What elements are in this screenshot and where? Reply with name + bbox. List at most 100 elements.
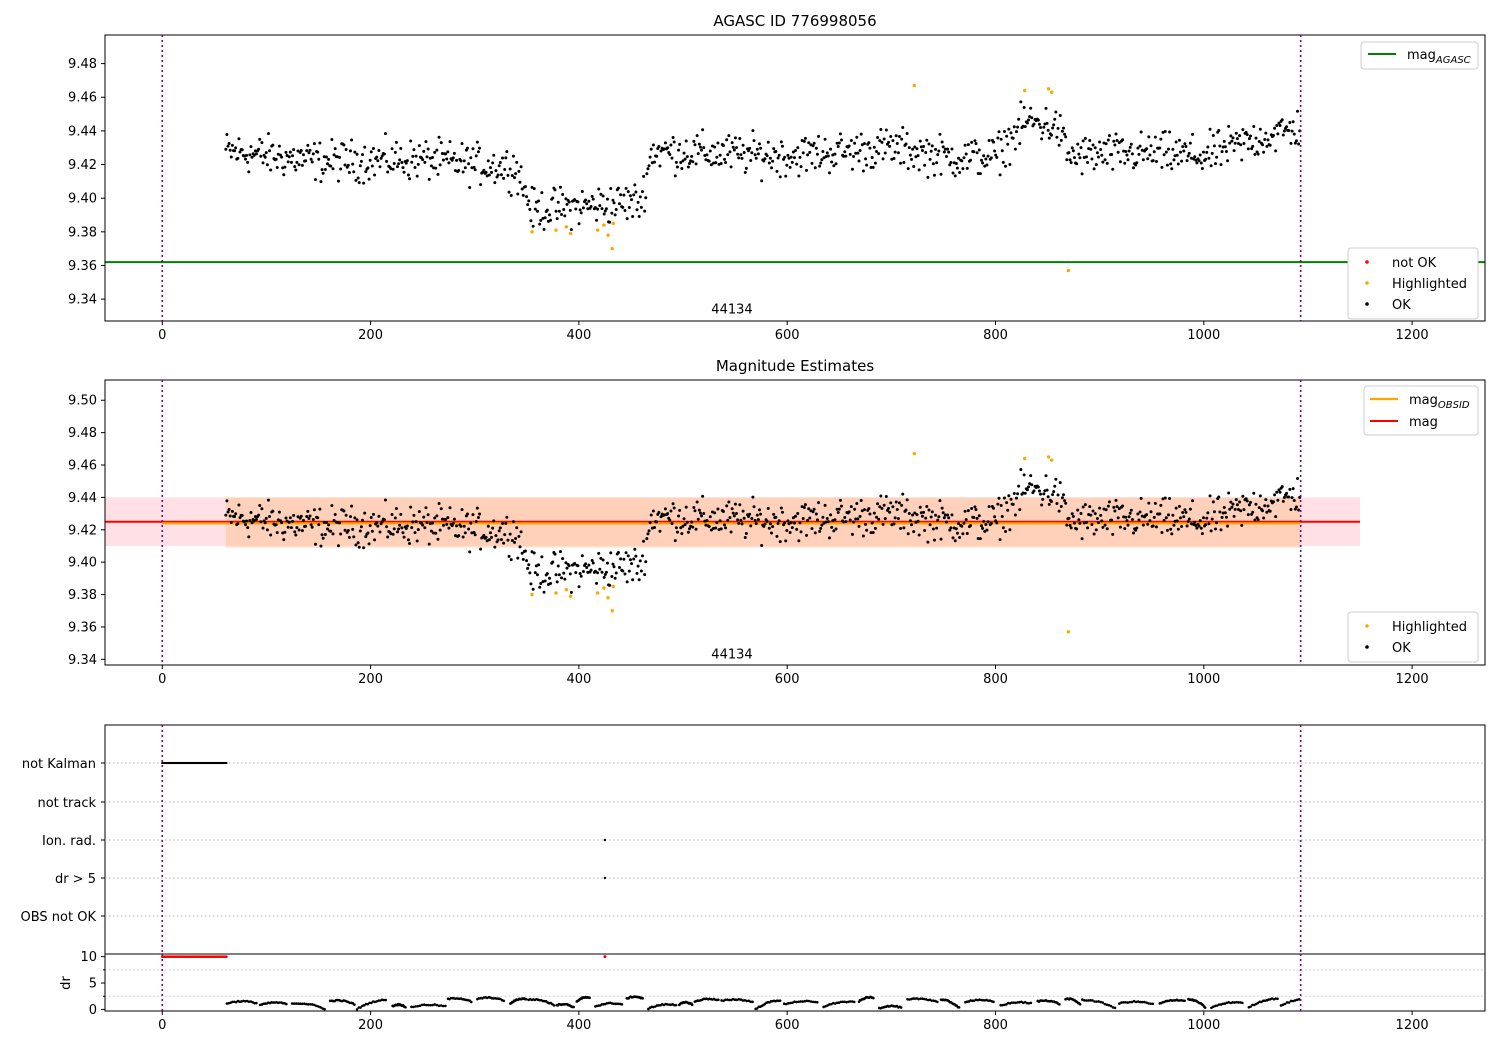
ok-point (1101, 160, 1105, 164)
ok-point (338, 155, 342, 159)
ok-point (1242, 508, 1246, 512)
dr-point (1138, 1000, 1142, 1004)
ok-point (994, 153, 998, 157)
legend-marker (1365, 281, 1369, 285)
ok-point (474, 519, 478, 523)
ok-point (1183, 142, 1187, 146)
ok-point (329, 529, 333, 533)
ok-point (517, 169, 521, 173)
ok-point (1292, 132, 1296, 136)
ok-point (351, 162, 355, 166)
ok-point (441, 523, 445, 527)
ok-point (868, 146, 872, 150)
highlighted-point (1022, 88, 1027, 93)
ok-point (884, 128, 888, 132)
ok-point (972, 150, 976, 154)
ok-point (468, 550, 472, 554)
ok-point (283, 530, 287, 534)
ok-point (1158, 512, 1162, 516)
ok-point (521, 193, 525, 197)
dr-point (733, 998, 737, 1002)
ok-point (658, 164, 662, 168)
ok-point (383, 498, 387, 502)
dr-point (412, 1005, 415, 1009)
dr-point (620, 1003, 624, 1006)
legend-label: magOBSID (1409, 393, 1470, 411)
y-tick-label: 10 (80, 950, 97, 965)
ok-point (246, 160, 250, 164)
ok-point (1001, 160, 1005, 164)
ok-point (814, 512, 818, 516)
ok-point (523, 549, 527, 553)
ok-point (895, 141, 899, 145)
ok-point (1131, 166, 1135, 170)
dr-point (1130, 1000, 1134, 1004)
ok-point (986, 520, 990, 524)
ok-point (612, 565, 616, 569)
ok-point (412, 513, 416, 517)
ok-point (1019, 100, 1023, 104)
ok-point (623, 208, 627, 212)
ok-point (639, 569, 643, 573)
ok-point (614, 571, 618, 575)
ok-point (616, 186, 620, 190)
ok-point (352, 170, 356, 174)
ok-point (554, 573, 558, 577)
dr-point (416, 1004, 420, 1008)
ok-point (1278, 490, 1282, 494)
ok-point (765, 519, 769, 523)
ok-point (896, 516, 900, 520)
ok-point (445, 522, 449, 526)
flag-row-label: dr > 5 (55, 872, 96, 887)
ok-point (1266, 138, 1270, 142)
ok-point (397, 527, 401, 531)
dr-point (1005, 1003, 1008, 1006)
ok-point (1042, 125, 1046, 129)
ok-point (985, 163, 989, 167)
dr-point (1058, 1003, 1061, 1006)
ok-point (392, 162, 396, 166)
ok-point (515, 160, 519, 164)
ok-point (313, 178, 317, 182)
ok-point (774, 515, 778, 519)
ok-point (264, 151, 268, 155)
ok-point (1229, 500, 1233, 504)
ok-point (986, 154, 990, 158)
ok-point (535, 209, 539, 213)
ok-point (237, 137, 241, 141)
dr-point (999, 1003, 1002, 1007)
ok-point (491, 526, 495, 530)
ok-point (802, 506, 806, 510)
ok-point (842, 154, 846, 158)
ok-point (1221, 145, 1225, 149)
ok-point (690, 154, 694, 158)
ok-point (999, 137, 1003, 141)
ok-point (1080, 172, 1084, 176)
ok-point (1083, 503, 1087, 507)
ok-point (277, 510, 281, 514)
ok-point (263, 521, 267, 525)
ok-point (744, 532, 748, 536)
ok-point (1289, 507, 1293, 511)
ok-point (353, 516, 357, 520)
ok-point (1088, 138, 1092, 142)
ok-point (1230, 505, 1234, 509)
ok-point (1089, 147, 1093, 151)
ok-point (1081, 505, 1085, 509)
dr-point (1203, 1006, 1207, 1009)
ok-point (1171, 147, 1175, 151)
ok-point (612, 201, 616, 205)
ok-point (1075, 527, 1079, 531)
ok-point (1025, 121, 1029, 125)
ok-point (429, 164, 433, 168)
ok-point (601, 194, 605, 198)
ok-point (1044, 106, 1048, 110)
ok-point (1163, 130, 1167, 134)
ok-point (1056, 493, 1060, 497)
ok-point (362, 181, 366, 185)
ok-point (1086, 160, 1090, 164)
ok-point (783, 155, 787, 159)
ok-point (309, 157, 313, 161)
ok-point (416, 528, 420, 532)
